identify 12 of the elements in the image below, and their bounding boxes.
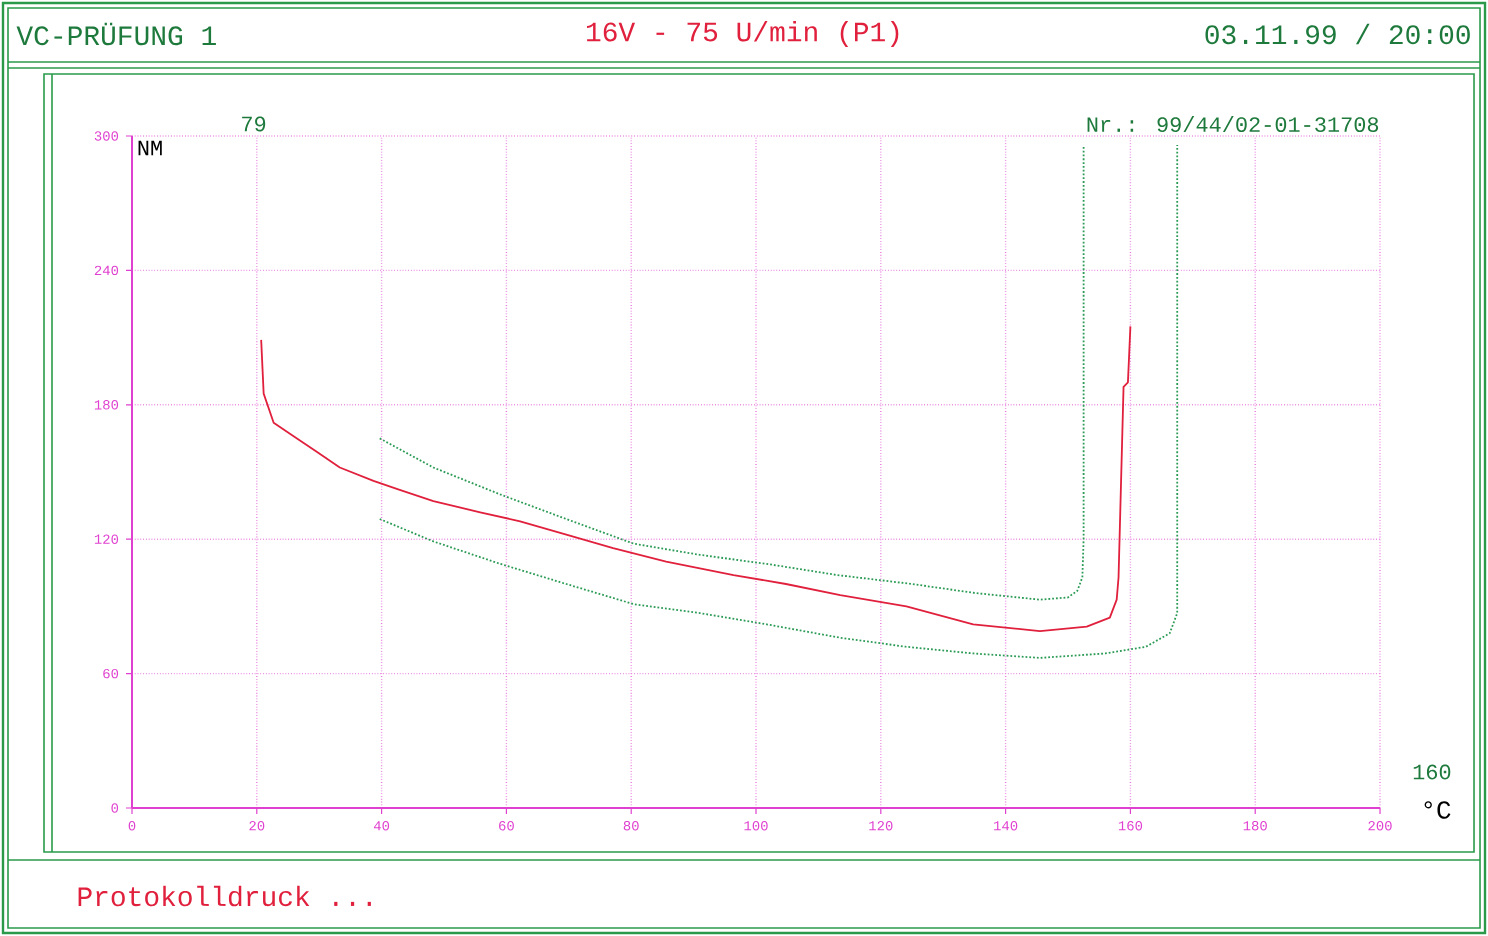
x-axis-title: °C [1424, 801, 1451, 819]
y-axis-title: NM [138, 140, 162, 156]
line-series [378, 144, 1179, 659]
text: 03.11.99 / 20:00 [1205, 23, 1470, 45]
chart-title: 16V - 75 U/min (P1) [587, 20, 899, 47]
line-series [378, 144, 1085, 601]
text: 160 [1413, 764, 1451, 780]
text: Nr.: 99/44/02-01-31708 [1087, 115, 1379, 133]
text: Protokolldruck ... [78, 885, 371, 907]
text: 79 [242, 116, 266, 132]
text: VC-PRÜFUNG 1 [16, 22, 216, 46]
line-series [260, 325, 1132, 632]
